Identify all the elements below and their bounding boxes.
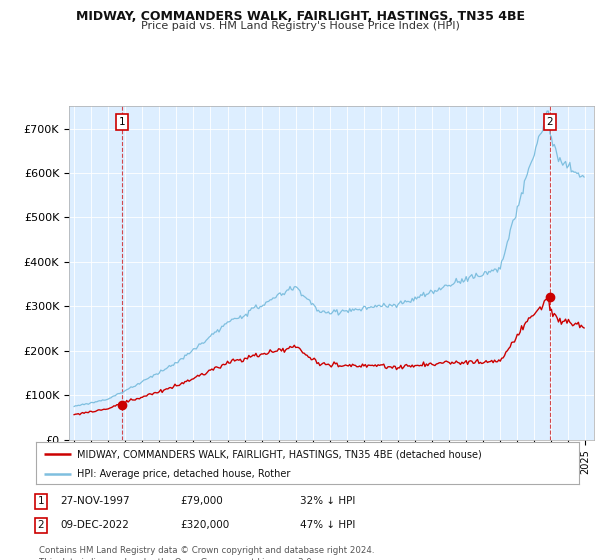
Text: 1: 1 [119,117,126,127]
Text: Contains HM Land Registry data © Crown copyright and database right 2024.
This d: Contains HM Land Registry data © Crown c… [39,546,374,560]
Text: MIDWAY, COMMANDERS WALK, FAIRLIGHT, HASTINGS, TN35 4BE (detached house): MIDWAY, COMMANDERS WALK, FAIRLIGHT, HAST… [77,449,481,459]
Text: 32% ↓ HPI: 32% ↓ HPI [300,496,355,506]
Text: 27-NOV-1997: 27-NOV-1997 [60,496,130,506]
Text: 2: 2 [547,117,553,127]
Text: HPI: Average price, detached house, Rother: HPI: Average price, detached house, Roth… [77,469,290,479]
Text: Price paid vs. HM Land Registry's House Price Index (HPI): Price paid vs. HM Land Registry's House … [140,21,460,31]
Text: 2: 2 [37,520,44,530]
Text: £79,000: £79,000 [180,496,223,506]
Text: 47% ↓ HPI: 47% ↓ HPI [300,520,355,530]
Text: MIDWAY, COMMANDERS WALK, FAIRLIGHT, HASTINGS, TN35 4BE: MIDWAY, COMMANDERS WALK, FAIRLIGHT, HAST… [76,10,524,22]
Text: £320,000: £320,000 [180,520,229,530]
Text: 09-DEC-2022: 09-DEC-2022 [60,520,129,530]
Text: 1: 1 [37,496,44,506]
